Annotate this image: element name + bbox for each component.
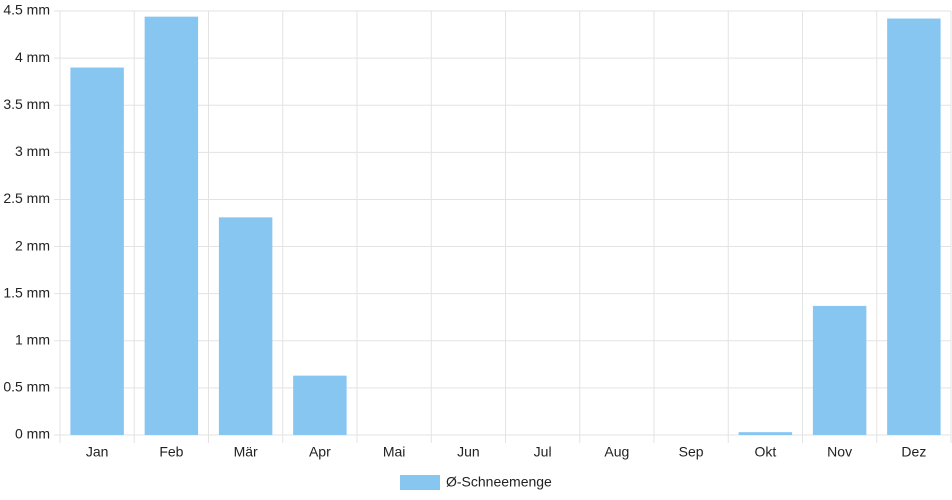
y-tick-label: 4 mm xyxy=(15,49,50,65)
y-tick-label: 0 mm xyxy=(15,426,50,442)
x-tick-label: Okt xyxy=(754,444,776,460)
bar xyxy=(218,217,273,435)
y-tick-label: 1 mm xyxy=(15,331,50,347)
legend-swatch xyxy=(400,475,440,490)
x-tick-label: Mai xyxy=(383,444,406,460)
bar xyxy=(887,18,941,435)
y-tick-label: 3.5 mm xyxy=(3,96,50,112)
y-tick-label: 3 mm xyxy=(15,143,50,159)
y-tick-label: 1.5 mm xyxy=(3,284,50,300)
bar xyxy=(812,305,867,435)
x-tick-label: Sep xyxy=(679,444,704,460)
bar xyxy=(293,375,347,435)
bar xyxy=(144,16,199,436)
x-tick-label: Aug xyxy=(604,444,629,460)
x-tick-label: Jul xyxy=(534,444,552,460)
x-tick-label: Feb xyxy=(159,444,183,460)
y-tick-label: 2 mm xyxy=(15,237,50,253)
legend-label: Ø-Schneemenge xyxy=(446,474,552,490)
y-tick-label: 4.5 mm xyxy=(3,2,50,18)
y-tick-label: 2.5 mm xyxy=(3,190,50,206)
x-tick-label: Nov xyxy=(827,444,852,460)
bar xyxy=(738,432,793,435)
y-tick-label: 0.5 mm xyxy=(3,379,50,395)
bar xyxy=(70,67,124,436)
x-tick-label: Jun xyxy=(457,444,480,460)
x-tick-label: Dez xyxy=(901,444,926,460)
x-tick-label: Jan xyxy=(86,444,109,460)
x-tick-label: Mär xyxy=(234,444,258,460)
x-tick-label: Apr xyxy=(309,444,331,460)
